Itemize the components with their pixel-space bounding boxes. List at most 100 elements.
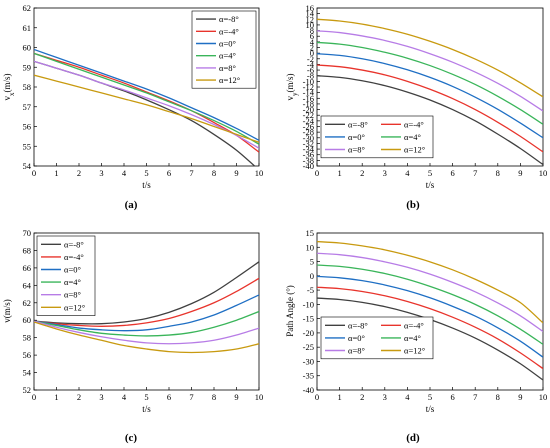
x-tick-label: 9 [234,168,238,178]
legend-label: α=4° [404,132,421,142]
series-line-1 [34,261,259,325]
y-tick-label: 2 [310,43,314,53]
y-tick-label: -32 [303,138,314,148]
y-axis-label: vy(m/s) [285,73,299,100]
x-tick-label: 7 [473,168,477,178]
panel-caption: (c) [125,432,138,444]
y-tick-label: 5 [310,257,314,267]
y-tick-label: 4 [310,37,315,47]
chart-panel-c: 0 1 2 3 4 5 6 7 8 9 1052545658606264666870t/sv(m/s… [2,228,263,444]
x-tick-label: 5 [144,392,148,402]
legend-label: α=4° [64,277,81,287]
y-tick-label: 58 [23,333,32,343]
x-tick-label: 3 [99,168,103,178]
y-tick-label: -28 [303,127,314,137]
series-line-6 [317,240,543,324]
chart-panel-d: 0 1 2 3 4 5 6 7 8 9 10 -40 -35 -30 -25 -20 -15 -10 -5 0 5 10 1… [285,228,547,444]
x-tick-label: 1 [54,392,58,402]
x-tick-label: 8 [496,392,500,402]
panel-caption: (b) [406,199,420,211]
series-line-5 [34,60,259,149]
x-tick-label: 4 [405,392,410,402]
x-tick-label: 10 [539,392,548,402]
y-tick-label: 15 [306,228,315,238]
y-tick-label: -8 [307,71,314,81]
x-tick-label: 3 [383,392,387,402]
x-tick-label: 9 [518,168,522,178]
y-tick-label: 62 [23,298,32,308]
y-tick-label: 60 [23,315,32,325]
legend-label: α=0° [64,265,81,275]
series-line-4 [34,52,259,145]
x-tick-label: 6 [167,392,171,402]
x-tick-label: 2 [77,168,81,178]
x-tick-label: 5 [428,168,432,178]
x-tick-label: 2 [360,392,364,402]
y-tick-label: -12 [303,82,314,92]
y-tick-label: 12 [306,14,315,24]
y-tick-label: -14 [303,88,315,98]
series-group [317,240,543,381]
series-line-6 [34,74,259,143]
y-axis-label: vx(m/s) [2,73,16,100]
x-tick-label: 0 [32,168,36,178]
y-tick-label: 57 [23,102,32,112]
x-tick-label: 2 [360,168,364,178]
x-tick-label: 4 [122,392,127,402]
x-tick-label: 6 [450,168,454,178]
legend-label: α=-8° [348,320,368,330]
y-tick-label: 61 [23,23,32,33]
legend-box [191,10,257,89]
y-tick-label: -30 [303,356,314,366]
x-axis-label: t/s [142,180,151,190]
legend-label: α=-8° [64,239,84,249]
legend: α=-8° α=-4° α=0° α=4° α=8° α=12° [191,10,257,89]
y-tick-label: -5 [307,285,314,295]
y-tick-label: -20 [303,328,314,338]
y-tick-label: 59 [23,62,32,72]
x-tick-label: 1 [337,392,341,402]
legend-label: α=12° [219,75,240,85]
y-tick-label: -10 [303,299,314,309]
y-tick-label: -38 [303,155,314,165]
y-tick-label: -34 [303,144,315,154]
x-tick-label: 1 [54,168,58,178]
legend-label: α=4° [219,51,236,61]
y-axis-label: v(m/s) [2,299,12,323]
y-tick-label: 56 [23,350,32,360]
y-tick-label: -16 [303,93,314,103]
y-tick-label: -30 [303,133,314,143]
x-axis-label: t/s [142,404,151,414]
y-tick-label: 60 [23,43,32,53]
legend-box [36,235,96,316]
x-tick-label: 10 [255,168,264,178]
legend-label: α=8° [219,63,236,73]
legend-label: α=4° [404,333,421,343]
y-tick-label: -40 [303,385,314,395]
y-tick-label: 54 [23,161,32,171]
y-tick-label: -26 [303,122,314,132]
series-line-1 [317,75,543,166]
series-line-2 [34,52,259,153]
series-line-4 [34,310,259,337]
legend-label: α=0° [348,132,365,142]
y-tick-label: -6 [307,65,314,75]
y-tick-label: -40 [303,161,314,171]
y-tick-label: -24 [303,116,315,126]
legend-label: α=0° [348,333,365,343]
y-tick-label: 8 [310,26,314,36]
series-line-3 [34,48,259,141]
legend-label: α=12° [64,302,85,312]
legend-label: α=12° [404,145,425,155]
y-tick-label: 54 [23,368,32,378]
series-group [317,18,543,166]
y-tick-label: -35 [303,371,314,381]
legend-label: α=-8° [348,119,368,129]
series-line-2 [317,286,543,370]
x-tick-label: 4 [122,168,127,178]
x-tick-label: 9 [234,392,238,402]
series-line-6 [34,321,259,354]
y-tick-label: -15 [303,314,314,324]
series-line-2 [317,64,543,153]
